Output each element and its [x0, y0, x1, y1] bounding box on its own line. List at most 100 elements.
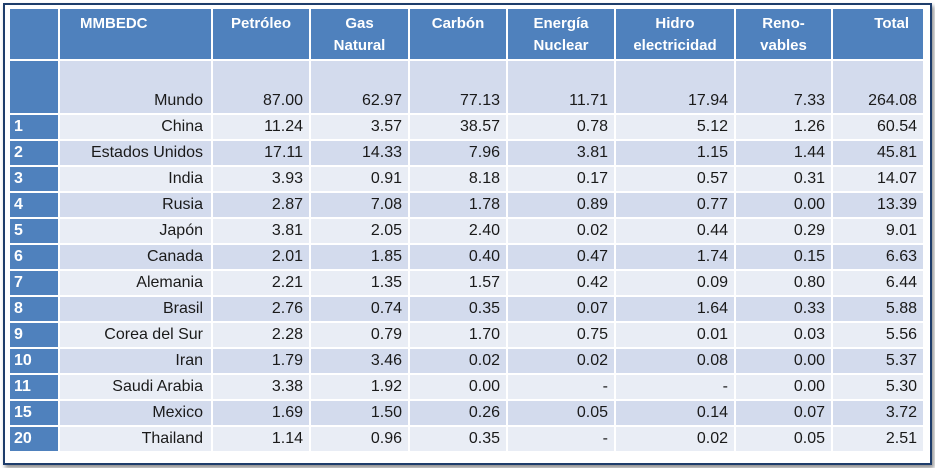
table-row: 7 Alemania 2.21 1.35 1.57 0.42 0.09 0.80 6.44 — [10, 271, 925, 297]
value-cell: 1.78 — [410, 193, 508, 219]
value-cell: - — [508, 375, 616, 401]
value-cell: - — [508, 427, 616, 453]
header-corner — [10, 9, 60, 61]
value-cell: 0.44 — [616, 219, 736, 245]
value-cell: 2.28 — [213, 323, 311, 349]
column-header-line: Hidro — [655, 15, 695, 32]
value-cell: 0.79 — [311, 323, 410, 349]
country-cell: Corea del Sur — [60, 323, 213, 349]
value-cell: 87.00 — [213, 61, 311, 115]
value-cell: 0.78 — [508, 115, 616, 141]
value-cell: 0.75 — [508, 323, 616, 349]
rank-cell: 10 — [10, 349, 60, 375]
column-header-line: Energía — [533, 15, 589, 32]
value-cell: 14.33 — [311, 141, 410, 167]
value-cell: 0.17 — [508, 167, 616, 193]
value-cell: 17.11 — [213, 141, 311, 167]
value-cell: 5.37 — [833, 349, 925, 375]
country-cell: China — [60, 115, 213, 141]
column-header-line: Natural — [333, 37, 386, 54]
rank-cell: 2 — [10, 141, 60, 167]
value-cell: 0.47 — [508, 245, 616, 271]
column-header: Hidro electricidad — [616, 9, 736, 61]
value-cell: 0.77 — [616, 193, 736, 219]
country-cell: Saudi Arabia — [60, 375, 213, 401]
value-cell: 1.69 — [213, 401, 311, 427]
column-header-line: Reno- — [762, 15, 805, 32]
country-cell: Rusia — [60, 193, 213, 219]
column-header: Gas Natural — [311, 9, 410, 61]
rank-cell: 5 — [10, 219, 60, 245]
column-header-line: Total — [874, 15, 909, 32]
table-row: 10 Iran 1.79 3.46 0.02 0.02 0.08 0.00 5.37 — [10, 349, 925, 375]
value-cell: 1.35 — [311, 271, 410, 297]
header-row: MMBEDC Petróleo Gas Natural Carbón Energía Nuc… — [10, 9, 925, 61]
value-cell: 0.00 — [736, 349, 833, 375]
value-cell: 5.88 — [833, 297, 925, 323]
table-row: 20 Thailand 1.14 0.96 0.35-0.02 0.05 2.51 — [10, 427, 925, 453]
value-cell: 2.21 — [213, 271, 311, 297]
value-cell: 0.42 — [508, 271, 616, 297]
country-cell: Thailand — [60, 427, 213, 453]
value-cell: 1.85 — [311, 245, 410, 271]
table-row: 15 Mexico 1.69 1.50 0.26 0.05 0.14 0.07 3.72 — [10, 401, 925, 427]
value-cell: 0.96 — [311, 427, 410, 453]
value-cell: 1.74 — [616, 245, 736, 271]
value-cell: 3.57 — [311, 115, 410, 141]
column-header: Energía Nuclear — [508, 9, 616, 61]
value-cell: 3.38 — [213, 375, 311, 401]
value-cell: 38.57 — [410, 115, 508, 141]
rank-cell: 1 — [10, 115, 60, 141]
value-cell: 14.07 — [833, 167, 925, 193]
value-cell: 6.44 — [833, 271, 925, 297]
value-cell: 1.64 — [616, 297, 736, 323]
value-cell: 0.07 — [508, 297, 616, 323]
rank-cell — [10, 61, 60, 115]
value-cell: - — [616, 375, 736, 401]
value-cell: 1.79 — [213, 349, 311, 375]
value-cell: 13.39 — [833, 193, 925, 219]
rank-cell: 4 — [10, 193, 60, 219]
value-cell: 0.02 — [616, 427, 736, 453]
value-cell: 0.80 — [736, 271, 833, 297]
table-row: 8 Brasil 2.76 0.74 0.35 0.07 1.64 0.33 5.88 — [10, 297, 925, 323]
table-row: 1 China 11.24 3.57 38.57 0.78 5.12 1.26 60.54 — [10, 115, 925, 141]
value-cell: 77.13 — [410, 61, 508, 115]
table-row: 2 Estados Unidos 17.11 14.33 7.96 3.81 1.15 1.4… — [10, 141, 925, 167]
country-cell: India — [60, 167, 213, 193]
table-row: 5 Japón 3.81 2.05 2.40 0.02 0.44 0.29 9.01 — [10, 219, 925, 245]
value-cell: 1.44 — [736, 141, 833, 167]
table-row: 11 Saudi Arabia 3.38 1.92 0.00- -0.00 5.30 — [10, 375, 925, 401]
table-frame: MMBEDC Petróleo Gas Natural Carbón Energía Nuc… — [3, 3, 932, 465]
value-cell: 0.05 — [736, 427, 833, 453]
column-header-line: Carbón — [431, 15, 485, 32]
table-row: Mundo 87.00 62.97 77.13 11.71 17.94 7.33 264.08 — [10, 61, 925, 115]
column-header: Carbón — [410, 9, 508, 61]
value-cell: 0.35 — [410, 297, 508, 323]
value-cell: 0.89 — [508, 193, 616, 219]
value-cell: 2.05 — [311, 219, 410, 245]
column-header-line: Petróleo — [230, 15, 291, 32]
rank-cell: 7 — [10, 271, 60, 297]
table-row: 9 Corea del Sur 2.28 0.79 1.70 0.75 0.01 0.03 5.… — [10, 323, 925, 349]
value-cell: 45.81 — [833, 141, 925, 167]
rank-cell: 8 — [10, 297, 60, 323]
value-cell: 8.18 — [410, 167, 508, 193]
value-cell: 0.15 — [736, 245, 833, 271]
value-cell: 5.30 — [833, 375, 925, 401]
value-cell: 62.97 — [311, 61, 410, 115]
value-cell: 3.46 — [311, 349, 410, 375]
table-body: Mundo 87.00 62.97 77.13 11.71 17.94 7.33 264.08… — [10, 61, 925, 453]
column-header-line: Gas — [345, 15, 374, 32]
value-cell: 0.03 — [736, 323, 833, 349]
value-cell: 0.33 — [736, 297, 833, 323]
value-cell: 0.00 — [410, 375, 508, 401]
value-cell: 0.29 — [736, 219, 833, 245]
value-cell: 2.40 — [410, 219, 508, 245]
value-cell: 0.40 — [410, 245, 508, 271]
value-cell: 6.63 — [833, 245, 925, 271]
value-cell: 0.01 — [616, 323, 736, 349]
value-cell: 1.15 — [616, 141, 736, 167]
value-cell: 11.71 — [508, 61, 616, 115]
rank-cell: 11 — [10, 375, 60, 401]
